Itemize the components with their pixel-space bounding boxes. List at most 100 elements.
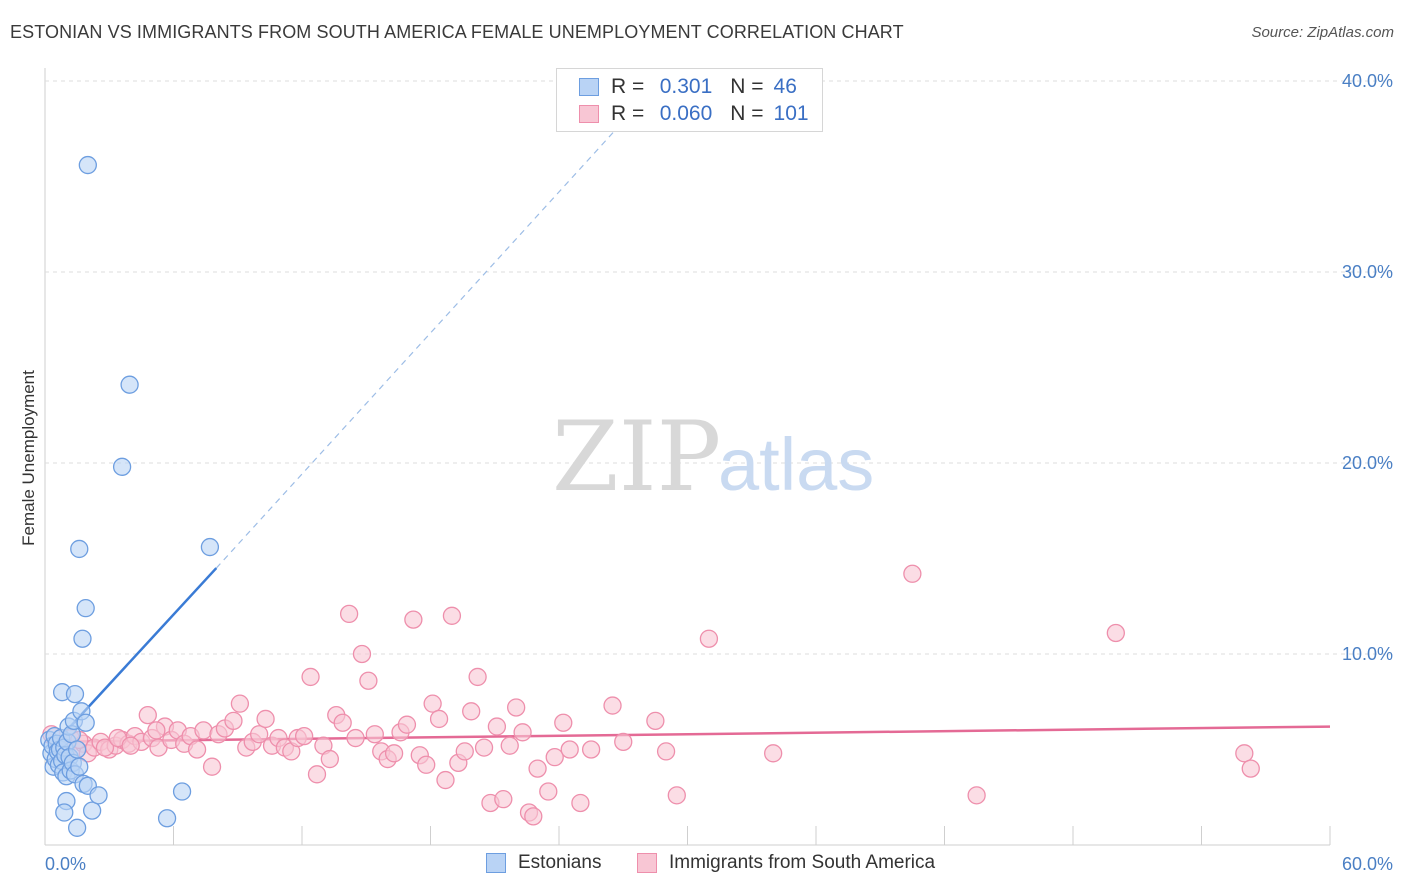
estonians-point <box>70 757 89 776</box>
immigrants-point <box>474 738 494 757</box>
estonians-point <box>76 713 95 732</box>
immigrants-point <box>494 790 513 809</box>
estonians-point <box>70 539 89 559</box>
immigrants-point <box>699 629 719 648</box>
immigrants-point <box>320 749 339 769</box>
immigrants-point <box>903 564 922 583</box>
immigrants-point <box>656 742 676 761</box>
series-legend: Estonians Immigrants from South America <box>0 852 1406 878</box>
estonians-point <box>73 629 92 648</box>
immigrants-point <box>545 747 564 767</box>
legend-row-estonians: R = 0.301 N = 46 <box>579 74 797 100</box>
immigrants-point <box>646 711 665 730</box>
immigrants-point <box>581 740 601 759</box>
immigrants-point <box>121 736 140 755</box>
immigrants-point <box>524 807 543 826</box>
immigrants-point <box>462 702 481 721</box>
immigrants-point <box>202 757 222 776</box>
immigrants-point <box>224 711 243 730</box>
legend-r-value: 0.301 <box>659 75 713 98</box>
immigrants-legend-label: Immigrants from South America <box>669 852 936 873</box>
immigrants-point <box>138 705 157 725</box>
estonians-legend-swatch <box>486 853 506 873</box>
legend-row-immigrants: R = 0.060 N = 101 <box>579 101 809 127</box>
immigrants-point <box>560 740 579 759</box>
immigrants-point <box>384 744 404 763</box>
immigrants-point <box>301 667 320 687</box>
estonians-trend-extension <box>215 109 635 569</box>
immigrants-point <box>442 606 462 625</box>
chart-title: ESTONIAN VS IMMIGRANTS FROM SOUTH AMERIC… <box>10 22 904 42</box>
immigrants-swatch <box>579 105 599 123</box>
immigrants-point <box>513 723 532 742</box>
immigrants-point <box>603 696 622 715</box>
legend-n-value: 46 <box>773 75 797 98</box>
points-layer <box>40 155 1260 837</box>
y-tick-label: 30.0% <box>1342 262 1393 282</box>
y-axis-label: Female Unemployment <box>19 370 38 546</box>
immigrants-point <box>250 725 269 744</box>
immigrants-point <box>365 725 384 744</box>
estonians-point <box>89 786 108 805</box>
immigrants-point <box>147 721 166 740</box>
legend-n-value: 101 <box>773 102 809 125</box>
immigrants-point <box>539 782 558 801</box>
immigrants-point <box>507 698 526 717</box>
immigrants-point <box>359 671 378 690</box>
immigrants-point <box>667 786 686 805</box>
estonians-point <box>200 537 220 557</box>
correlation-legend: R = 0.301 N = 46 R = 0.060 N = 101 <box>556 68 823 132</box>
y-tick-label: 20.0% <box>1342 453 1393 473</box>
legend-r-label: R = <box>611 102 645 125</box>
immigrants-point <box>764 744 783 763</box>
immigrants-point <box>187 740 207 759</box>
immigrants-point <box>307 765 327 784</box>
estonians-point <box>55 803 74 822</box>
immigrants-point <box>417 755 436 774</box>
immigrants-point <box>346 728 365 748</box>
legend-n-label: N = <box>730 102 764 125</box>
watermark: ZIP atlas <box>552 401 874 513</box>
immigrants-point <box>468 667 487 687</box>
legend-r-value: 0.060 <box>659 102 713 125</box>
immigrants-legend-swatch <box>637 853 657 873</box>
immigrants-point <box>967 786 986 805</box>
y-tick-label: 10.0% <box>1342 644 1393 664</box>
legend-r-label: R = <box>611 75 645 98</box>
immigrants-point <box>554 713 573 732</box>
immigrants-point <box>614 732 633 752</box>
immigrants-point <box>95 738 115 757</box>
estonians-point <box>67 740 87 759</box>
immigrants-point <box>571 793 590 813</box>
immigrants-point <box>436 770 455 790</box>
legend-item-estonians: Estonians <box>486 852 601 874</box>
estonians-point <box>157 809 177 828</box>
legend-n-label: N = <box>730 75 764 98</box>
source-label: Source: ZipAtlas.com <box>1251 24 1394 41</box>
estonians-point <box>78 155 97 175</box>
immigrants-point <box>256 709 275 729</box>
immigrants-point <box>487 717 507 736</box>
legend-item-immigrants: Immigrants from South America <box>637 852 935 874</box>
immigrants-point <box>500 736 519 755</box>
immigrants-point <box>339 604 359 624</box>
watermark-zip: ZIP <box>552 401 721 513</box>
tick-layer: 10.0% 20.0% 30.0% 40.0% 0.0% 60.0% <box>45 71 1393 874</box>
immigrants-point <box>352 644 372 664</box>
immigrants-point <box>333 713 352 732</box>
immigrants-point <box>528 759 547 778</box>
immigrants-point <box>455 742 474 761</box>
estonians-legend-label: Estonians <box>518 852 602 873</box>
immigrants-point <box>230 694 250 713</box>
immigrants-point <box>423 694 442 713</box>
x-tick-label: 0.0% <box>45 854 86 874</box>
immigrants-point <box>1106 623 1125 643</box>
estonians-point <box>112 457 132 476</box>
immigrants-point <box>1241 759 1260 778</box>
immigrants-point <box>404 610 423 629</box>
estonians-point <box>65 684 85 704</box>
immigrants-point <box>397 715 417 734</box>
watermark-atlas: atlas <box>718 423 874 506</box>
estonians-point <box>67 818 87 837</box>
